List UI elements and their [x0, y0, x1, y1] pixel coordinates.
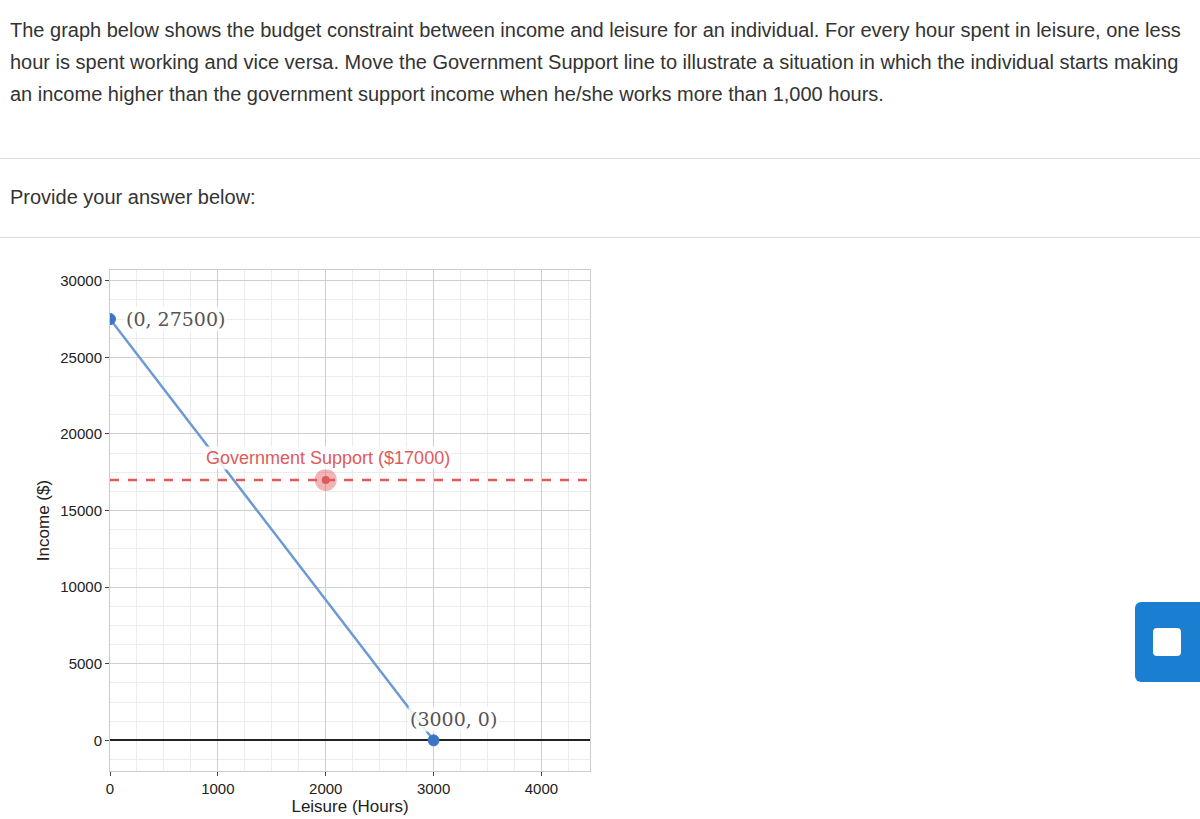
svg-text:3000: 3000 [417, 780, 450, 797]
svg-text:25000: 25000 [60, 349, 102, 366]
svg-text:(3000, 0): (3000, 0) [410, 708, 497, 730]
svg-text:Income ($): Income ($) [34, 480, 53, 561]
svg-text:2000: 2000 [309, 780, 342, 797]
svg-text:30000: 30000 [60, 272, 102, 289]
svg-text:0: 0 [106, 780, 114, 797]
svg-text:Leisure (Hours): Leisure (Hours) [291, 797, 408, 816]
svg-text:15000: 15000 [60, 502, 102, 519]
svg-text:4000: 4000 [525, 780, 558, 797]
svg-text:1000: 1000 [201, 780, 234, 797]
html-text:The graph below shows the budg: The graph below shows the budget constra… [10, 19, 1181, 105]
svg-text:20000: 20000 [60, 425, 102, 442]
svg-text:(0, 27500): (0, 27500) [126, 308, 225, 330]
svg-text:0: 0 [94, 732, 102, 749]
html-text:Provide your answer below:: Provide your answer below: [10, 186, 256, 208]
svg-text:10000: 10000 [60, 578, 102, 595]
svg-text:5000: 5000 [69, 655, 102, 672]
svg-text:Government Support ($17000): Government Support ($17000) [206, 448, 450, 468]
